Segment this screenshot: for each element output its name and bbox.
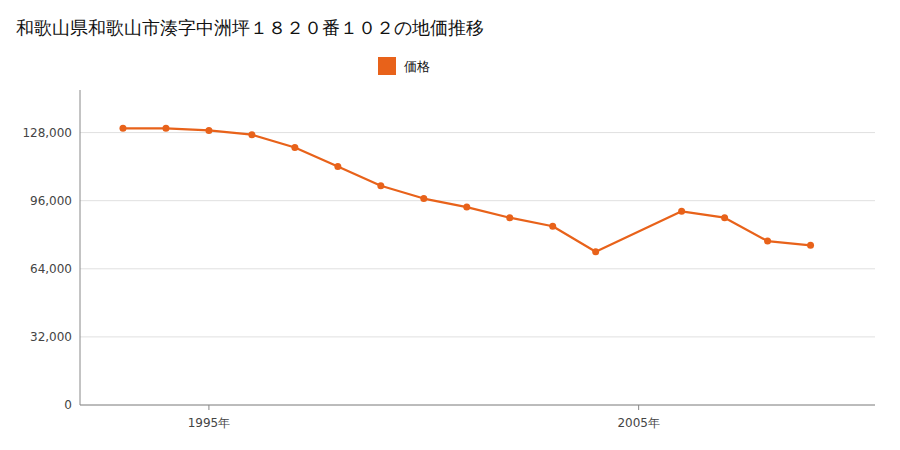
y-tick-label: 96,000 <box>30 194 72 208</box>
y-tick-label: 128,000 <box>22 126 72 140</box>
grid-line <box>80 405 875 406</box>
series-marker <box>506 214 513 221</box>
x-tick <box>208 405 209 410</box>
grid-line <box>80 336 875 337</box>
series-line <box>123 128 811 251</box>
x-tick-label: 2005年 <box>617 416 660 430</box>
series-marker <box>334 163 341 170</box>
series-marker <box>291 144 298 151</box>
grid-line <box>80 132 875 133</box>
series-marker <box>162 125 169 132</box>
y-tick-label: 64,000 <box>30 262 72 276</box>
grid-line <box>80 200 875 201</box>
series-marker <box>119 125 126 132</box>
grid-line <box>80 268 875 269</box>
series-marker <box>248 131 255 138</box>
x-axis-line <box>80 405 875 406</box>
legend: 価格 <box>378 57 430 75</box>
chart-title: 和歌山県和歌山市湊字中洲坪１８２０番１０２の地価推移 <box>16 17 484 38</box>
legend-swatch <box>378 57 396 75</box>
series-marker <box>807 242 814 249</box>
series-marker <box>592 248 599 255</box>
grid <box>80 133 875 405</box>
y-tick-label: 0 <box>64 398 72 412</box>
chart-svg: 和歌山県和歌山市湊字中洲坪１８２０番１０２の地価推移 0 32,000 64,000 9… <box>0 0 900 450</box>
x-tick <box>638 405 639 410</box>
axes: 0 32,000 64,000 96,000 128,000 1995年 2005年 <box>22 90 875 430</box>
series-marker <box>463 204 470 211</box>
series-marker <box>377 182 384 189</box>
chart-container: 和歌山県和歌山市湊字中洲坪１８２０番１０２の地価推移 0 32,000 64,000 9… <box>0 0 900 450</box>
x-tick-label: 1995年 <box>188 416 231 430</box>
series-marker <box>721 214 728 221</box>
series-marker <box>420 195 427 202</box>
y-tick-label: 32,000 <box>30 330 72 344</box>
y-axis-line <box>80 90 81 405</box>
series-marker <box>764 238 771 245</box>
legend-label: 価格 <box>404 59 430 74</box>
series-marker <box>205 127 212 134</box>
series-marker <box>549 223 556 230</box>
plot-data <box>119 125 814 255</box>
series-marker <box>678 208 685 215</box>
